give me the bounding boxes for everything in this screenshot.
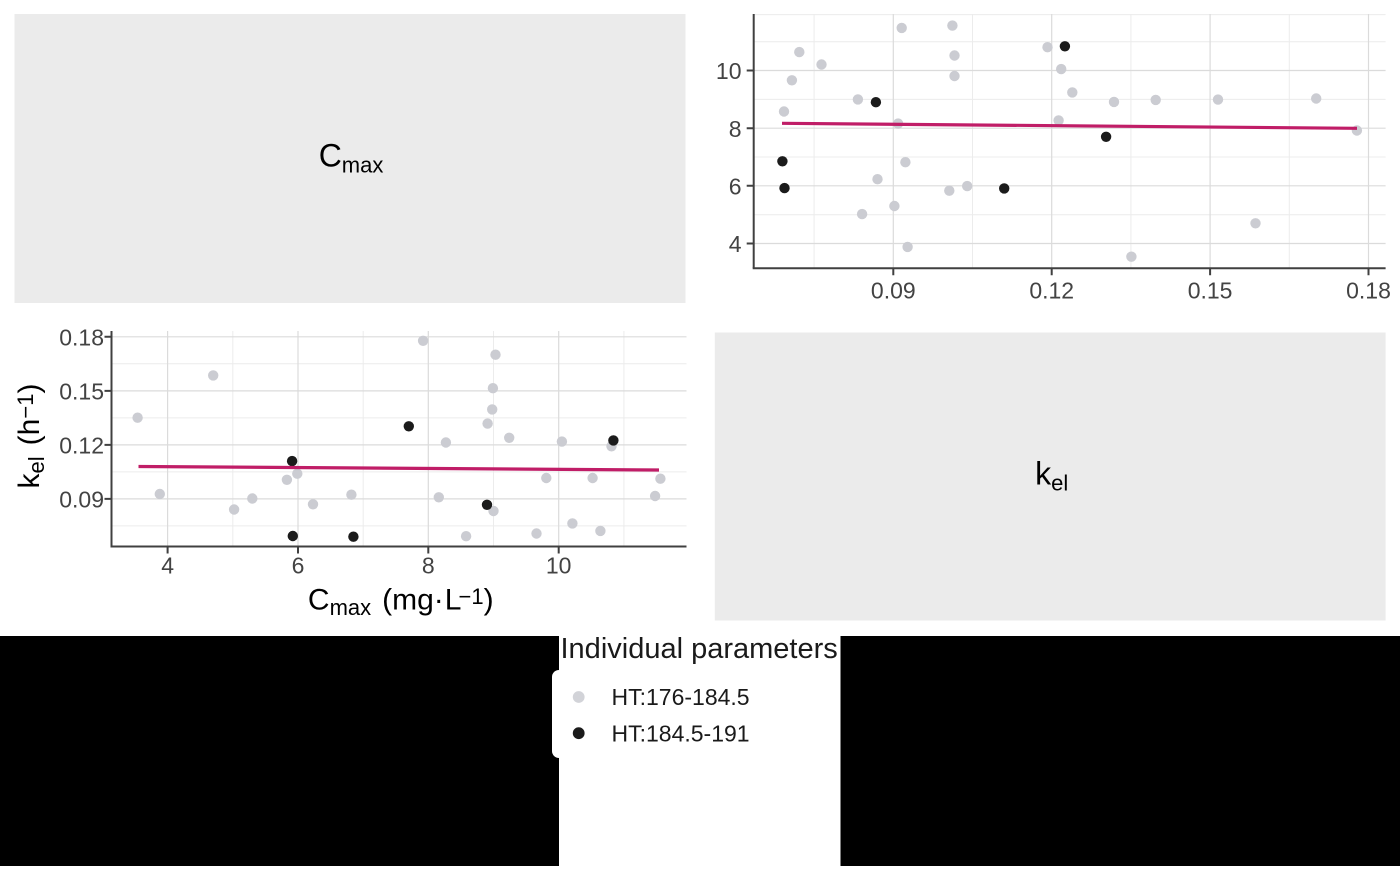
svg-text:0.18: 0.18 [59,324,104,350]
svg-text:10: 10 [716,58,742,84]
svg-text:6: 6 [729,173,742,199]
svg-text:0.09: 0.09 [59,487,104,513]
svg-text:0.09: 0.09 [871,277,916,303]
svg-text:4: 4 [729,231,742,257]
svg-text:6: 6 [292,552,305,578]
svg-text:0.18: 0.18 [1346,277,1391,303]
svg-text:0.12: 0.12 [59,433,104,459]
svg-text:HT:184.5-191: HT:184.5-191 [612,720,750,746]
svg-text:4: 4 [161,552,174,578]
svg-text:HT:176-184.5: HT:176-184.5 [612,684,750,710]
svg-text:Cmax: Cmax [319,137,384,177]
svg-text:10: 10 [546,552,572,578]
svg-text:0.15: 0.15 [1188,277,1233,303]
svg-text:0.12: 0.12 [1029,277,1074,303]
svg-text:8: 8 [422,552,435,578]
svg-text:8: 8 [729,116,742,142]
svg-text:Individual parameters: Individual parameters [561,633,838,665]
svg-text:0.15: 0.15 [59,379,104,405]
